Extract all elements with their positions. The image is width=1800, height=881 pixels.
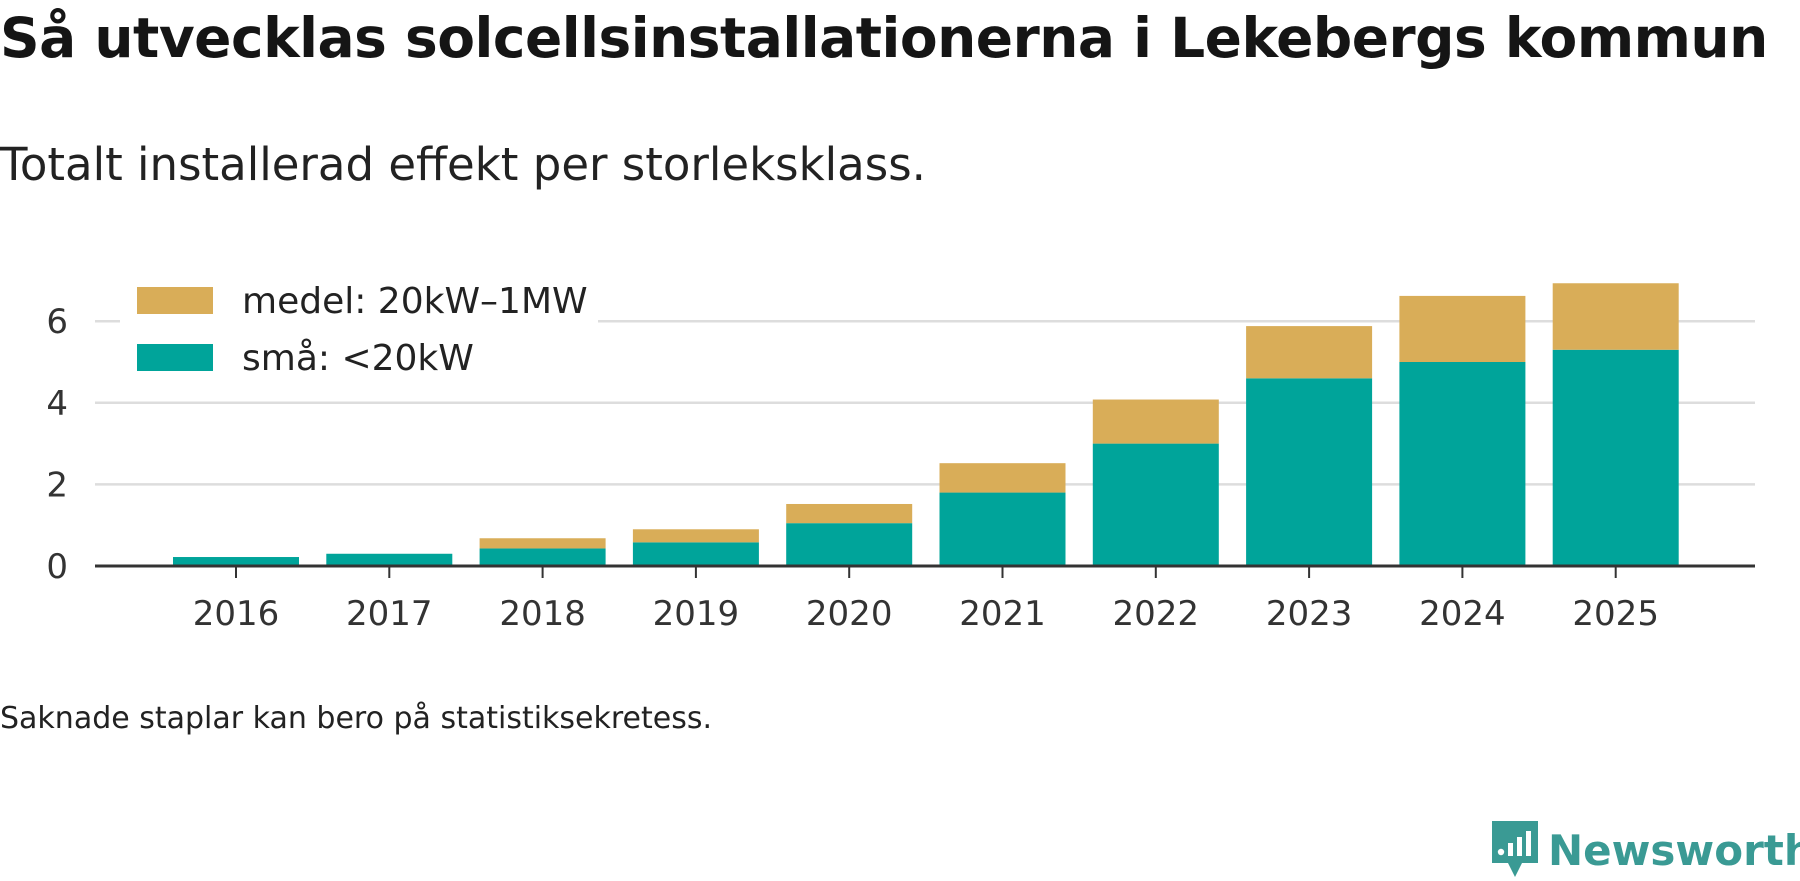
x-tick-label-2021: 2021: [959, 594, 1046, 634]
chart-title: Så utvecklas solcellsinstallationerna i …: [0, 6, 1768, 70]
bar-small-2019: [632, 542, 759, 566]
legend-label-medium: medel: 20kW–1MW: [242, 281, 588, 322]
legend-swatch-medium: [137, 287, 213, 314]
chart-subtitle: Totalt installerad effekt per storlekskl…: [0, 138, 926, 191]
y-tick-label-6: 6: [46, 302, 68, 342]
bar-medium-2025: [1552, 283, 1679, 350]
bar-small-2021: [939, 492, 1066, 566]
bar-medium-2023: [1246, 326, 1373, 379]
bar-medium-2019: [632, 529, 759, 543]
footnote: Saknade staplar kan bero på statistiksek…: [0, 701, 713, 736]
bar-small-2020: [786, 523, 913, 566]
y-tick-label-0: 0: [46, 547, 68, 587]
bar-small-2024: [1399, 362, 1526, 566]
brand-name: Newsworthy: [1548, 825, 1800, 875]
x-tick-label-2024: 2024: [1419, 594, 1506, 634]
bar-medium-2018: [479, 538, 606, 549]
newsworthy-logo: Newsworthy: [1490, 819, 1800, 881]
bar-small-2025: [1552, 349, 1679, 566]
x-tick-label-2019: 2019: [653, 594, 740, 634]
y-tick-label-2: 2: [46, 465, 68, 505]
legend-swatch-small: [137, 344, 213, 371]
bar-medium-2022: [1092, 399, 1219, 444]
newsworthy-icon: [1492, 821, 1538, 877]
bar-medium-2021: [939, 463, 1066, 493]
x-tick-label-2025: 2025: [1572, 594, 1659, 634]
bar-medium-2020: [786, 503, 913, 524]
legend-label-small: små: <20kW: [242, 338, 474, 379]
bar-medium-2024: [1399, 295, 1526, 362]
x-tick-label-2022: 2022: [1113, 594, 1200, 634]
x-tick-label-2023: 2023: [1266, 594, 1353, 634]
x-tick-label-2020: 2020: [806, 594, 893, 634]
bar-small-2017: [326, 553, 453, 566]
bar-small-2016: [173, 557, 299, 566]
x-tick-label-2016: 2016: [193, 594, 280, 634]
bar-small-2022: [1092, 443, 1219, 566]
bar-small-2023: [1246, 378, 1373, 566]
y-tick-label-4: 4: [46, 384, 68, 424]
bar-small-2018: [479, 548, 606, 566]
x-tick-label-2018: 2018: [499, 594, 586, 634]
x-tick-label-2017: 2017: [346, 594, 433, 634]
